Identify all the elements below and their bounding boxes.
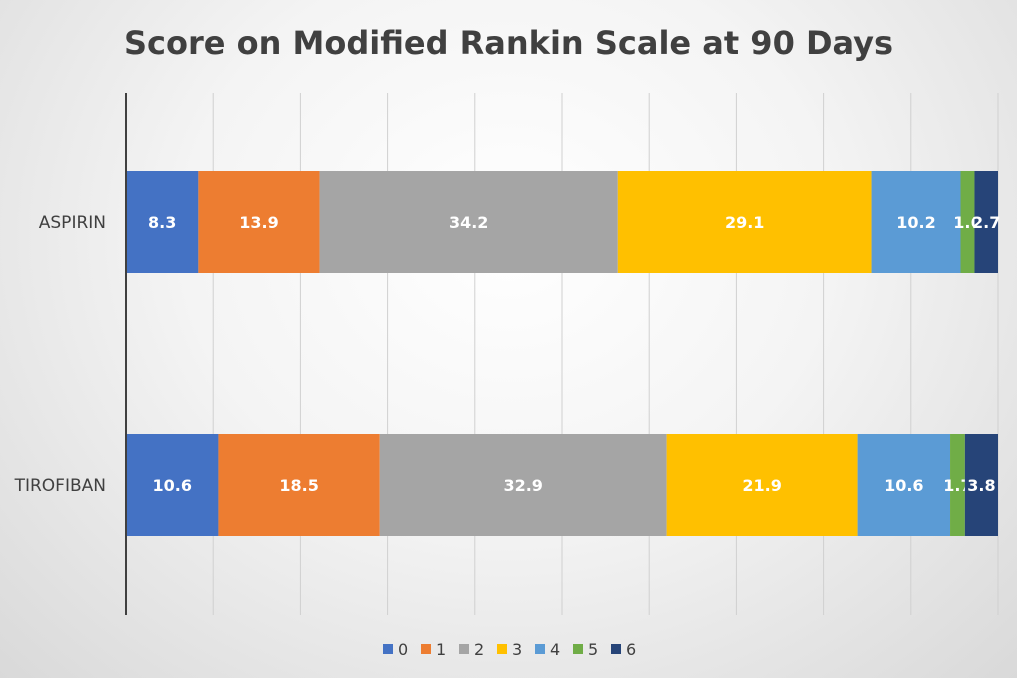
data-label: 34.2: [449, 213, 488, 232]
legend-label: 2: [474, 640, 484, 659]
bar-segment: [871, 171, 961, 273]
legend-label: 3: [512, 640, 522, 659]
bar-segment: [857, 434, 951, 536]
data-label: 18.5: [279, 476, 318, 495]
bar-segment: [974, 171, 998, 273]
legend-swatch: [459, 644, 469, 654]
legend-label: 4: [550, 640, 560, 659]
bar-segment: [617, 171, 872, 273]
legend-swatch: [383, 644, 393, 654]
bar-segment: [126, 171, 199, 273]
bar-segment: [960, 171, 975, 273]
data-label: 29.1: [725, 213, 764, 232]
data-label: 1.7: [943, 476, 971, 495]
legend-label: 0: [398, 640, 408, 659]
chart-title: Score on Modified Rankin Scale at 90 Day…: [123, 24, 894, 62]
data-label: 13.9: [239, 213, 278, 232]
bar-segment: [666, 434, 858, 536]
data-label: 21.9: [742, 476, 781, 495]
data-label: 3.8: [967, 476, 995, 495]
category-label: TIROFIBAN: [14, 476, 106, 496]
legend-label: 5: [588, 640, 598, 659]
data-label: 32.9: [503, 476, 542, 495]
bar-segment: [379, 434, 667, 536]
data-label: 2.7: [972, 213, 1000, 232]
bar-segment: [218, 434, 380, 536]
data-label: 8.3: [148, 213, 176, 232]
legend-swatch: [535, 644, 545, 654]
bar-segment: [964, 434, 998, 536]
legend-swatch: [573, 644, 583, 654]
bar-segment: [319, 171, 618, 273]
bar-segment: [950, 434, 965, 536]
legend-label: 6: [626, 640, 636, 659]
data-label: 10.6: [152, 476, 191, 495]
bar-segment: [126, 434, 219, 536]
data-label: 10.6: [884, 476, 923, 495]
legend-label: 1: [436, 640, 446, 659]
bar-segment: [198, 171, 320, 273]
data-label: 10.2: [896, 213, 935, 232]
legend-swatch: [497, 644, 507, 654]
category-label: ASPIRIN: [39, 213, 106, 233]
legend-swatch: [611, 644, 621, 654]
legend-swatch: [421, 644, 431, 654]
